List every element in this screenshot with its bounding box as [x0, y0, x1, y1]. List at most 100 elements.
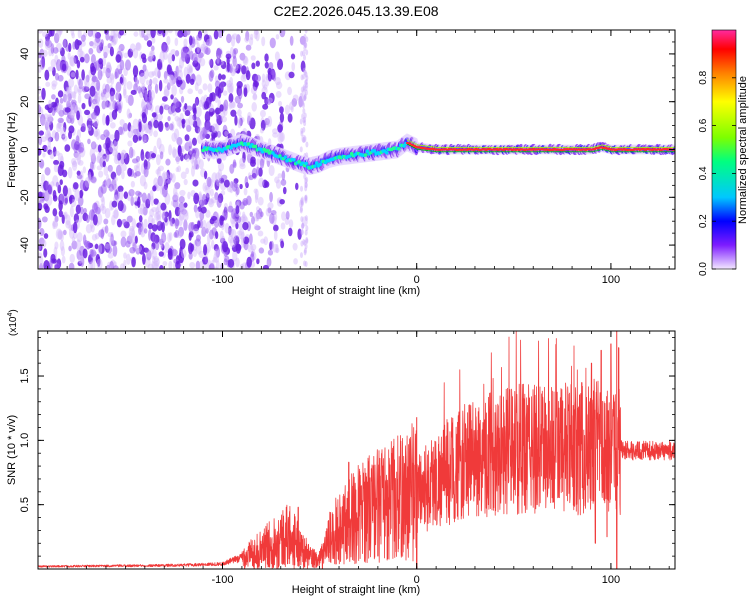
ridge-edge [459, 146, 462, 148]
ridge-edge [630, 146, 633, 148]
noise-cell [105, 67, 111, 79]
noise-cell [300, 74, 304, 81]
noise-cell [221, 174, 228, 181]
noise-cell [281, 170, 286, 181]
noise-cell [282, 186, 287, 195]
noise-cell [119, 119, 125, 127]
noise-cell [195, 163, 200, 170]
noise-cell [44, 167, 51, 176]
ridge-edge [490, 151, 493, 153]
noise-cell [261, 73, 266, 83]
noise-cell [152, 77, 158, 85]
noise-cell [184, 118, 191, 128]
noise-cell [89, 147, 96, 159]
noise-cell [104, 180, 110, 189]
ridge-edge [445, 151, 448, 153]
spectrogram-panel: -100 0 100 -40 -20 0 20 40 Height of straight l… [6, 29, 676, 297]
noise-cell [188, 65, 194, 73]
noise-cell [39, 256, 44, 266]
noise-cell [62, 229, 67, 236]
noise-cell [264, 61, 269, 69]
ridge-edge [494, 146, 497, 148]
noise-cell [289, 101, 294, 111]
noise-cell [186, 141, 193, 147]
noise-cell [235, 221, 239, 230]
ridge-core [313, 164, 317, 168]
noise-cell [264, 180, 270, 188]
noise-cell [162, 30, 166, 38]
ridge-edge [641, 146, 644, 148]
noise-cell [127, 113, 131, 120]
noise-cell [166, 64, 172, 75]
noise-cell [277, 173, 282, 179]
noise-cell [217, 168, 223, 181]
ridge-edge [577, 151, 580, 153]
noise-cell [79, 180, 86, 191]
ridge-edge [655, 146, 658, 148]
noise-cell [274, 176, 280, 184]
ridge-edge [535, 151, 538, 153]
noise-cell [110, 91, 115, 102]
ridge-edge [436, 151, 439, 153]
noise-cell [220, 60, 227, 70]
noise-cell [59, 97, 64, 104]
ridge-edge [525, 146, 528, 148]
noise-cell [147, 84, 152, 92]
noise-cell [211, 134, 216, 143]
noise-cell [148, 71, 155, 78]
noise-cell [156, 137, 162, 150]
noise-cell [305, 236, 309, 243]
noise-cell [163, 104, 170, 111]
noise-cell [229, 237, 236, 248]
noise-cell [176, 69, 183, 81]
ridge-edge [451, 146, 454, 148]
ridge-edge [599, 144, 602, 146]
noise-cell [200, 43, 206, 52]
noise-cell [91, 76, 98, 83]
noise-cell [41, 216, 48, 223]
noise-cell [304, 260, 308, 267]
noise-cell [59, 240, 65, 251]
noise-cell [188, 242, 193, 255]
noise-cell [192, 228, 199, 234]
noise-cell [303, 33, 307, 40]
noise-cell [56, 30, 62, 39]
ridge-edge [562, 151, 565, 153]
noise-cell [61, 255, 66, 264]
noise-cell [90, 176, 97, 183]
noise-cell [304, 185, 308, 192]
ridge-edge [661, 146, 664, 148]
noise-cell [237, 118, 242, 129]
noise-cell [156, 214, 161, 226]
noise-cell [196, 243, 202, 255]
noise-cell [261, 91, 267, 100]
noise-cell [305, 36, 309, 43]
ridge-edge [544, 151, 547, 153]
noise-cell [304, 71, 308, 78]
noise-cell [67, 78, 75, 88]
noise-cell [151, 242, 156, 250]
noise-cell [77, 48, 84, 58]
noise-cell [86, 118, 93, 130]
noise-cell [304, 178, 308, 185]
noise-cell [301, 99, 305, 106]
noise-cell [47, 66, 54, 72]
noise-cell [232, 47, 239, 55]
noise-cell [187, 67, 193, 76]
noise-cell [102, 66, 107, 74]
noise-cell [95, 253, 101, 265]
noise-cell [115, 54, 122, 63]
ridge-edge [511, 146, 514, 148]
ridge-edge [507, 146, 510, 148]
noise-cell [54, 241, 59, 250]
noise-cell [168, 144, 173, 156]
ridge-edge [498, 146, 501, 148]
noise-cell [302, 50, 306, 57]
ridge-edge [544, 146, 547, 148]
noise-cell [204, 111, 211, 124]
noise-cell [135, 79, 140, 85]
ridge-edge [564, 146, 567, 148]
noise-cell [214, 266, 218, 269]
ridge-edge [455, 151, 458, 153]
ridge-edge [531, 146, 534, 148]
